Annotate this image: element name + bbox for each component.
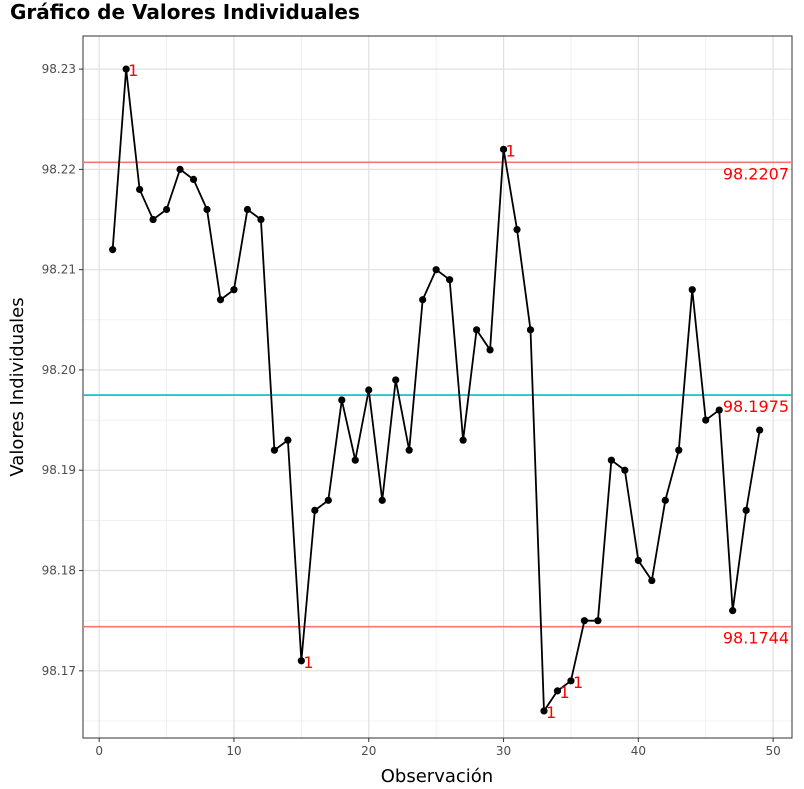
chart-title: Gráfico de Valores Individuales — [10, 0, 360, 24]
y-tick-label: 98.17 — [42, 664, 76, 678]
control-lines — [83, 161, 792, 628]
violation-label: 1 — [573, 673, 583, 692]
data-point — [257, 215, 265, 224]
data-point — [149, 215, 157, 224]
x-tick-label: 10 — [226, 744, 241, 758]
data-point — [499, 145, 508, 153]
y-tick-label: 98.18 — [42, 564, 76, 578]
x-axis: 0 10 20 30 40 50 — [95, 738, 781, 758]
control-limit-label: 98.2207 — [723, 164, 789, 183]
data-point — [297, 657, 305, 665]
data-point — [405, 446, 413, 454]
grid-major — [83, 36, 792, 738]
data-point — [324, 496, 332, 504]
data-point — [459, 436, 467, 444]
data-point — [567, 677, 575, 685]
data-point — [729, 607, 737, 615]
data-point — [311, 506, 319, 514]
violation-label: 1 — [128, 61, 138, 80]
x-tick-label: 40 — [631, 744, 646, 758]
y-tick-label: 98.20 — [42, 363, 76, 377]
data-point — [715, 406, 723, 414]
data-point — [675, 446, 683, 454]
data-point — [365, 386, 373, 394]
data-point — [607, 456, 615, 464]
violation-label: 1 — [559, 683, 569, 702]
data-point — [580, 617, 589, 625]
limit-labels: 98.2207 98.1975 98.1744 — [723, 164, 789, 647]
control-limit-label: 98.1975 — [723, 397, 789, 416]
data-point — [594, 617, 602, 625]
data-point — [284, 436, 292, 444]
y-tick-label: 98.19 — [42, 463, 76, 477]
y-axis: 98.17 98.18 98.19 98.20 98.21 98.22 98.23 — [42, 62, 83, 678]
control-limit-label: 98.1744 — [723, 629, 789, 648]
data-point — [162, 205, 171, 214]
data-point — [230, 286, 238, 294]
x-tick-label: 20 — [361, 744, 376, 758]
data-point — [513, 225, 521, 234]
data-point — [702, 416, 710, 424]
data-point — [270, 446, 279, 454]
data-point — [203, 205, 211, 214]
data-point — [243, 205, 252, 214]
data-point — [621, 466, 629, 474]
data-point — [432, 266, 440, 274]
x-axis-title: Observación — [381, 766, 493, 787]
data-point — [634, 556, 642, 565]
data-point — [338, 396, 346, 404]
panel-border — [82, 35, 793, 739]
series-layer — [109, 65, 764, 715]
data-point — [648, 576, 656, 585]
data-point — [392, 376, 400, 384]
data-point — [378, 496, 386, 504]
grid-minor — [83, 36, 792, 738]
data-point — [189, 175, 198, 184]
data-point — [176, 165, 184, 173]
violation-label: 1 — [506, 141, 516, 160]
violation-label: 1 — [303, 653, 313, 672]
data-point — [742, 506, 750, 514]
x-tick-label: 0 — [95, 744, 103, 758]
data-point — [756, 426, 764, 434]
data-point — [351, 456, 359, 464]
x-tick-label: 30 — [496, 744, 511, 758]
x-tick-label: 50 — [765, 744, 780, 758]
violation-label: 1 — [546, 703, 556, 722]
y-tick-label: 98.22 — [42, 162, 76, 176]
data-point — [472, 326, 481, 334]
data-point — [486, 346, 494, 354]
data-point — [526, 326, 535, 334]
data-point — [553, 687, 562, 695]
data-point — [136, 185, 144, 194]
y-tick-label: 98.21 — [42, 263, 76, 277]
data-point — [216, 296, 225, 304]
data-point — [419, 296, 427, 304]
data-point — [122, 65, 130, 73]
y-axis-title: Valores Individuales — [7, 297, 28, 476]
y-tick-label: 98.23 — [42, 62, 76, 76]
data-point — [661, 496, 669, 504]
data-point — [540, 707, 548, 715]
data-point — [109, 246, 117, 254]
data-point — [688, 286, 696, 294]
data-point — [446, 276, 454, 284]
